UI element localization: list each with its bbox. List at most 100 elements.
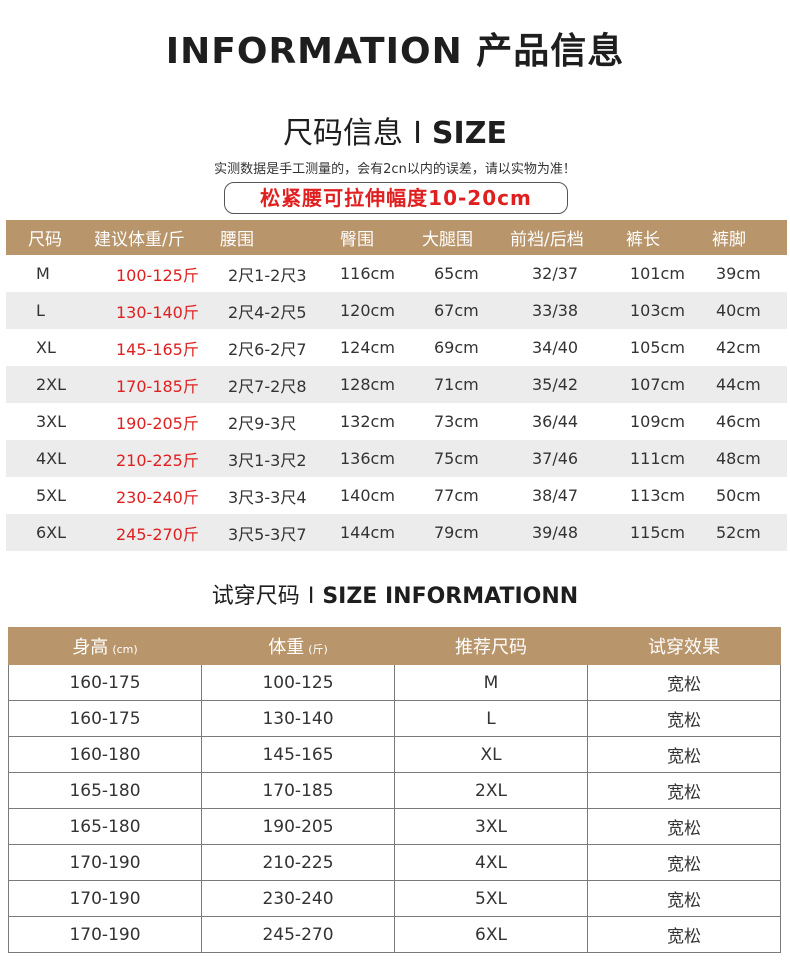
header-cell-hem: 裤脚 — [712, 230, 746, 250]
cell-rise: 34/40 — [532, 338, 579, 357]
table-row: L 130-140斤 2尺4-2尺5 120cm 67cm 33/38 103cm 40cm — [6, 292, 787, 329]
cell-weight: 245-270斤 — [116, 524, 199, 544]
tryon-header-label: 身高 — [72, 637, 109, 658]
page-title: INFORMATION 产品信息 — [165, 31, 625, 72]
cell-fit: 宽松 — [587, 808, 781, 845]
cell-weight: 100-125 — [201, 664, 395, 701]
cell-length: 115cm — [630, 523, 685, 542]
cell-rise: 32/37 — [532, 264, 579, 283]
cell-rise: 36/44 — [532, 412, 579, 431]
cell-length: 103cm — [630, 301, 685, 320]
cell-length: 113cm — [630, 486, 685, 505]
cell-hem: 52cm — [716, 523, 761, 542]
cell-weight: 130-140斤 — [116, 302, 199, 322]
header-cell-thigh: 大腿围 — [422, 230, 473, 250]
cell-height: 160-175 — [8, 700, 202, 737]
cell-recommended-size: L — [394, 700, 588, 737]
cell-size: 5XL — [36, 486, 67, 505]
tryon-section-heading: 试穿尺码 I SIZE INFORMATIONN — [0, 578, 790, 610]
size-section-heading: 尺码信息 I SIZE — [0, 108, 790, 152]
cell-waist: 3尺3-3尺4 — [228, 487, 307, 507]
cell-thigh: 73cm — [434, 412, 479, 431]
tryon-table: 身高 (cm) 体重 (斤) 推荐尺码 试穿效果 160-175 100-125 M 宽松… — [8, 627, 781, 953]
waist-stretch-badge: 松紧腰可拉伸幅度10-20cm — [224, 182, 568, 214]
cell-rise: 37/46 — [532, 449, 579, 468]
cell-weight: 245-270 — [201, 916, 395, 953]
cell-recommended-size: M — [394, 664, 588, 701]
cell-thigh: 75cm — [434, 449, 479, 468]
cell-fit: 宽松 — [587, 736, 781, 773]
cell-hip: 136cm — [340, 449, 395, 468]
tryon-heading-en: SIZE INFORMATIONN — [322, 584, 579, 609]
cell-fit: 宽松 — [587, 772, 781, 809]
cell-height: 165-180 — [8, 808, 202, 845]
table-row: 5XL 230-240斤 3尺3-3尺4 140cm 77cm 38/47 113cm 50c… — [6, 477, 787, 514]
cell-fit: 宽松 — [587, 844, 781, 881]
tryon-header-label: 推荐尺码 — [455, 637, 527, 658]
cell-recommended-size: XL — [394, 736, 588, 773]
size-heading-en: SIZE — [431, 116, 507, 151]
cell-weight: 190-205斤 — [116, 413, 199, 433]
cell-hem: 44cm — [716, 375, 761, 394]
cell-waist: 2尺4-2尺5 — [228, 302, 307, 322]
cell-height: 170-190 — [8, 880, 202, 917]
cell-height: 160-180 — [8, 736, 202, 773]
cell-waist: 2尺7-2尺8 — [228, 376, 307, 396]
table-row: 160-175 100-125 M 宽松 — [8, 664, 781, 701]
cell-thigh: 65cm — [434, 264, 479, 283]
cell-length: 101cm — [630, 264, 685, 283]
header-cell-size: 尺码 — [28, 230, 62, 250]
tryon-header-label: 试穿效果 — [648, 637, 720, 658]
measurement-note: 实测数据是手工测量的，会有2cn以内的误差，请以实物为准！ — [214, 162, 576, 177]
cell-fit: 宽松 — [587, 880, 781, 917]
cell-waist: 2尺9-3尺 — [228, 413, 297, 433]
cell-rise: 35/42 — [532, 375, 579, 394]
cell-hem: 42cm — [716, 338, 761, 357]
cell-hip: 132cm — [340, 412, 395, 431]
cell-fit: 宽松 — [587, 664, 781, 701]
tryon-header-unit: (斤) — [308, 643, 328, 656]
size-heading-cn: 尺码信息 — [283, 116, 404, 151]
cell-weight: 100-125斤 — [116, 265, 199, 285]
tryon-header-fit: 试穿效果 — [587, 627, 781, 665]
tryon-table-header: 身高 (cm) 体重 (斤) 推荐尺码 试穿效果 — [8, 627, 781, 665]
cell-recommended-size: 2XL — [394, 772, 588, 809]
cell-waist: 2尺6-2尺7 — [228, 339, 307, 359]
cell-hip: 124cm — [340, 338, 395, 357]
table-row: 170-190 210-225 4XL 宽松 — [8, 844, 781, 881]
cell-hip: 144cm — [340, 523, 395, 542]
tryon-header-height: 身高 (cm) — [8, 627, 202, 665]
cell-fit: 宽松 — [587, 916, 781, 953]
table-row: 160-180 145-165 XL 宽松 — [8, 736, 781, 773]
cell-thigh: 69cm — [434, 338, 479, 357]
tryon-header-weight: 体重 (斤) — [201, 627, 395, 665]
cell-weight: 210-225斤 — [116, 450, 199, 470]
cell-weight: 170-185 — [201, 772, 395, 809]
header-cell-length: 裤长 — [626, 230, 660, 250]
cell-weight: 145-165斤 — [116, 339, 199, 359]
header-cell-weight: 建议体重/斤 — [94, 230, 185, 250]
cell-hip: 128cm — [340, 375, 395, 394]
table-row: 165-180 190-205 3XL 宽松 — [8, 808, 781, 845]
table-row: 170-190 230-240 5XL 宽松 — [8, 880, 781, 917]
cell-recommended-size: 3XL — [394, 808, 588, 845]
cell-hip: 120cm — [340, 301, 395, 320]
cell-recommended-size: 5XL — [394, 880, 588, 917]
cell-thigh: 67cm — [434, 301, 479, 320]
tryon-heading-cn: 试穿尺码 — [211, 584, 300, 609]
header-cell-waist: 腰围 — [220, 230, 254, 250]
table-row: XL 145-165斤 2尺6-2尺7 124cm 69cm 34/40 105cm 42cm — [6, 329, 787, 366]
cell-height: 170-190 — [8, 844, 202, 881]
size-table: 尺码 建议体重/斤 腰围 臀围 大腿围 前裆/后档 裤长 裤脚 M 100-125… — [6, 220, 787, 551]
header-cell-hip: 臀围 — [340, 230, 374, 250]
cell-size: L — [36, 301, 45, 320]
cell-waist: 2尺1-2尺3 — [228, 265, 307, 285]
cell-weight: 230-240 — [201, 880, 395, 917]
cell-size: M — [36, 264, 50, 283]
table-row: 3XL 190-205斤 2尺9-3尺 132cm 73cm 36/44 109cm 46cm — [6, 403, 787, 440]
tryon-header-unit: (cm) — [112, 643, 138, 656]
cell-size: XL — [36, 338, 56, 357]
table-row: 160-175 130-140 L 宽松 — [8, 700, 781, 737]
cell-thigh: 77cm — [434, 486, 479, 505]
cell-height: 170-190 — [8, 916, 202, 953]
